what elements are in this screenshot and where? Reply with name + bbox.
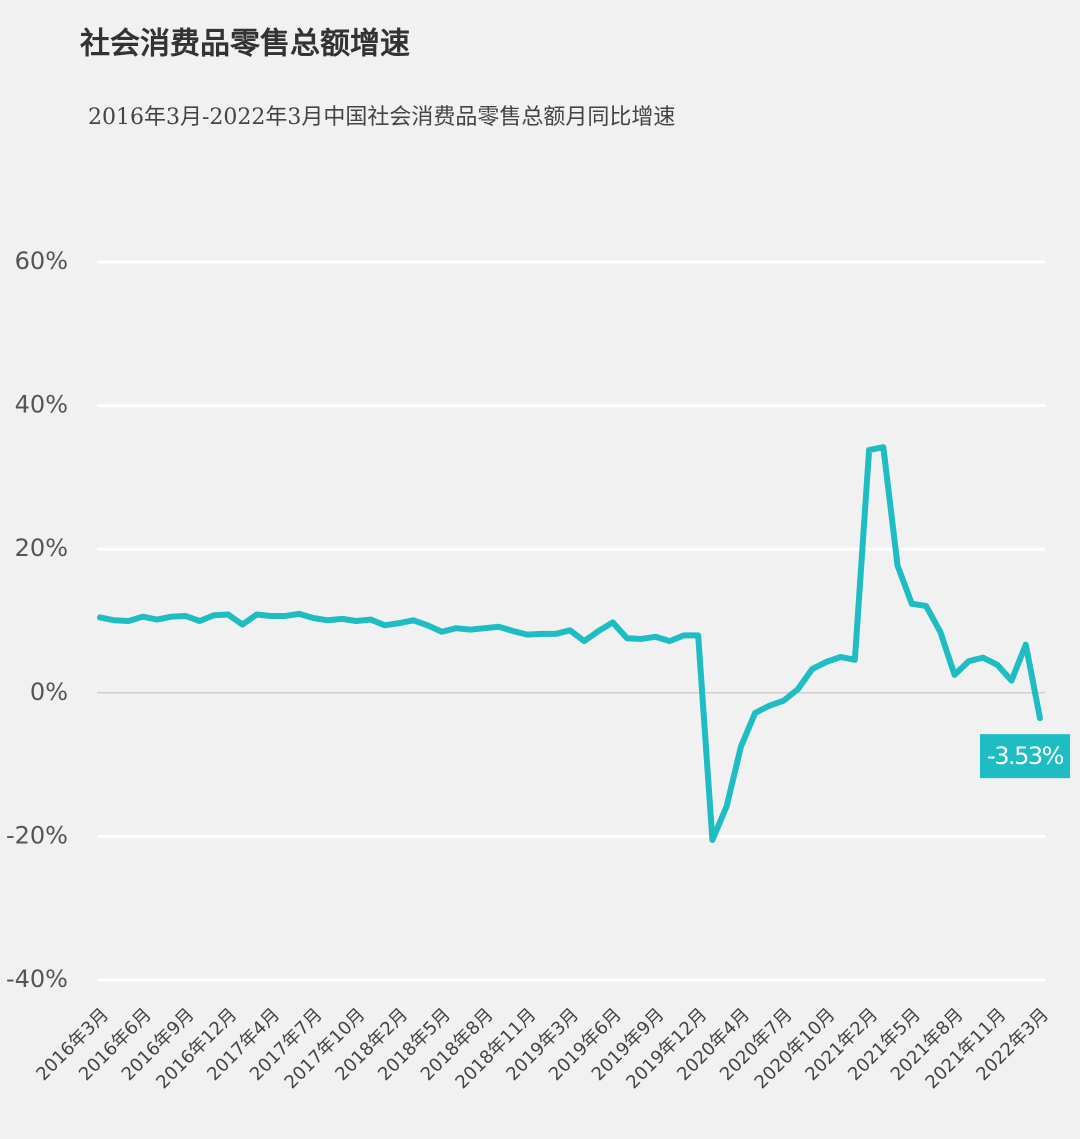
data-label-group: -3.53% xyxy=(980,734,1070,779)
y-tick-label: 60% xyxy=(15,247,68,275)
data-label-box xyxy=(980,734,1070,779)
y-tick-label: 0% xyxy=(30,678,68,706)
data-line xyxy=(97,444,1043,843)
y-tick-label: 40% xyxy=(15,391,68,419)
chart-subtitle: 2016年3月-2022年3月中国社会消费品零售总额月同比增速 xyxy=(88,105,675,130)
y-tick-label: -40% xyxy=(6,965,68,993)
chart-title: 社会消费品零售总额增速 xyxy=(80,27,410,62)
data-label: -3.53% xyxy=(987,742,1064,770)
y-tick-label: 20% xyxy=(15,534,68,562)
y-tick-label: -20% xyxy=(6,821,68,849)
